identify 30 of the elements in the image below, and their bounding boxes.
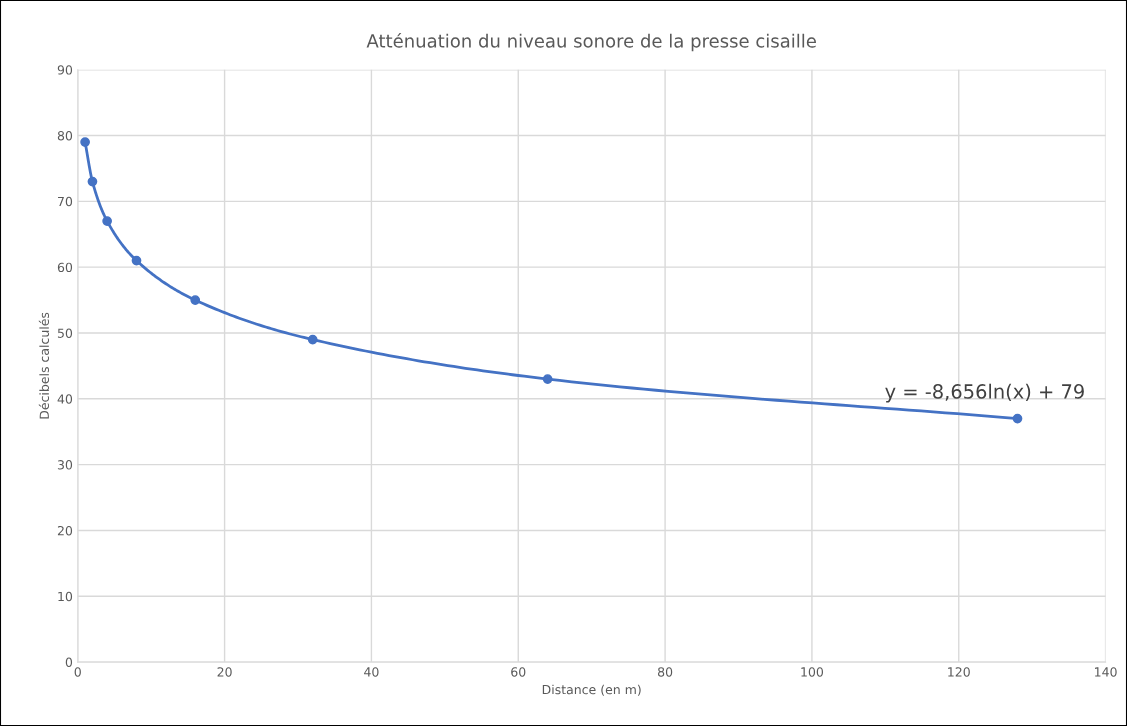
point xyxy=(87,176,98,187)
point xyxy=(80,137,90,147)
y-tick-label: 20 xyxy=(57,525,73,536)
point xyxy=(190,295,201,305)
y-tick-label: 60 xyxy=(57,262,73,273)
chart-title: Atténuation du niveau sonore de la presse cisaille xyxy=(366,33,816,52)
point xyxy=(307,334,318,345)
x-tick-label: 120 xyxy=(948,667,970,677)
y-tick-label: 90 xyxy=(57,65,73,75)
y-tick-label: 40 xyxy=(57,394,73,404)
point xyxy=(102,216,112,226)
point xyxy=(1012,413,1023,424)
y-tick-label: 70 xyxy=(58,196,73,207)
y-axis-title: Décibels calculés xyxy=(38,312,50,419)
point xyxy=(542,374,553,384)
y-tick-label: 10 xyxy=(58,591,73,602)
x-axis-title: Distance (en m) xyxy=(542,684,641,696)
y-tick-label: 30 xyxy=(57,460,73,470)
y-tick-label: 0 xyxy=(65,657,73,668)
y-tick-label: 80 xyxy=(57,130,73,141)
x-tick-label: 0 xyxy=(74,667,81,677)
x-tick-label: 60 xyxy=(511,667,526,677)
x-tick-label: 80 xyxy=(657,667,673,677)
x-tick-label: 100 xyxy=(801,667,824,677)
point xyxy=(131,255,142,266)
x-tick-label: 40 xyxy=(364,667,379,677)
x-tick-label: 140 xyxy=(1095,667,1117,677)
y-tick-label: 50 xyxy=(57,328,73,338)
x-tick-label: 20 xyxy=(217,667,232,677)
annotation: y = -8,656ln(x) + 79 xyxy=(885,383,1084,403)
